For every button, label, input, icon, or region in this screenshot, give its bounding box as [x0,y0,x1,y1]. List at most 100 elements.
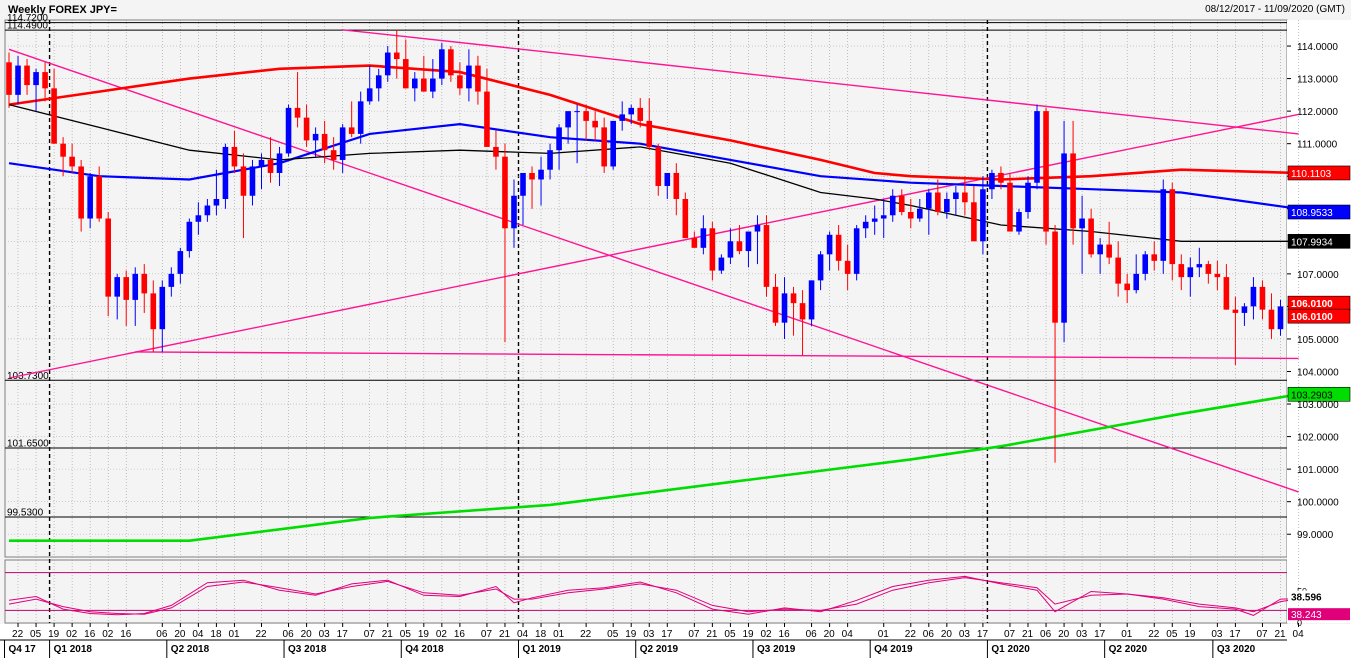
price-marker-label: 110.1103 [1291,169,1332,180]
trendline [8,48,1299,493]
x-tick-label: 19 [742,629,754,640]
candle-up [1196,264,1203,268]
candle-down [646,120,653,147]
x-tick-label: 03 [1076,629,1088,640]
price-marker [1287,165,1351,181]
x-tick-label: 05 [1166,629,1178,640]
x-tick-label: 20 [301,629,313,640]
candle-down [790,293,797,304]
price-marker-label: 106.0100 [1291,312,1333,323]
candle-down [42,72,48,89]
x-tick-label: 19 [1184,629,1196,640]
candle-up [195,215,202,222]
candle-up [944,199,950,213]
trendline [135,351,1299,360]
y-tick-label: 103.0000 [1297,400,1339,411]
x-tick-label: 22 [12,629,24,640]
x-tick-label: 16 [120,629,132,640]
candle-up [339,127,346,160]
candle-down [529,172,535,180]
x-tick-label: 21 [382,629,394,640]
candle-down [421,78,427,92]
candle-up [132,273,139,300]
y-tick-label: 101.0000 [1297,465,1339,476]
candle-down [1115,257,1121,284]
date-range: 08/12/2017 - 11/09/2020 (GMT) [1205,4,1345,15]
x-tick-label: 05 [607,629,619,640]
x-tick-label: 17 [337,629,349,640]
candle-down [1052,231,1058,323]
x-tick-label: 22 [580,629,592,640]
candle-down [402,59,409,89]
time-axis-area [0,624,1351,658]
period-label: Q3 2020 [1217,644,1256,655]
candle-down [1169,189,1176,265]
level-label: 114.4900 [7,21,48,32]
price-marker [1287,234,1351,249]
candle-down [592,120,598,128]
candle-up [114,277,121,297]
candle-down [682,199,689,239]
x-tick-label: 03 [1211,629,1223,640]
candle-down [1043,111,1049,232]
oscillator-line-k [8,575,1299,616]
x-tick-label: 22 [905,629,917,640]
y-tick-label: 113.0000 [1297,75,1338,86]
price-marker-label: 107.9934 [1291,237,1333,248]
x-tick-label: 18 [210,629,222,640]
oscillator-line-d [8,577,1299,615]
candle-down [835,234,842,261]
x-tick-label: 06 [806,629,818,640]
x-tick-label: 19 [48,629,60,640]
candle-down [962,192,968,203]
x-tick-label: 03 [319,629,331,640]
candle-down [231,146,238,167]
candle-down [655,146,662,186]
candle-down [736,241,743,252]
x-tick-label: 21 [1274,629,1286,640]
candle-down [1232,309,1239,313]
candle-up [556,127,562,151]
level-label: 103.7300 [7,371,49,382]
candle-down [294,107,301,118]
candle-down [267,159,274,173]
level-label: 99.5300 [7,507,44,518]
candle-up [33,72,39,86]
candle-up [375,75,382,89]
candle-up [1241,306,1248,313]
chart-title: Weekly FOREX JPY= [8,4,117,16]
candle-down [96,176,102,219]
x-tick-label: 21 [499,629,511,640]
period-label: Q1 2019 [522,644,561,655]
candle-up [1061,153,1067,323]
candle-down [502,156,508,229]
candle-down [393,52,400,60]
candle-up [87,176,93,219]
price-marker [1287,386,1351,402]
candle-down [240,166,247,196]
candle-up [439,49,445,79]
x-tick-label: 06 [283,629,295,640]
x-tick-label: 01 [878,629,890,640]
candle-up [718,257,725,271]
candle-down [1178,264,1185,278]
candle-up [574,111,580,113]
candle-up [727,241,734,258]
x-tick-label: 02 [102,629,114,640]
candle-up [258,159,265,167]
candle-up [312,133,319,141]
candle-up [926,192,932,209]
period-label: Q1 2020 [991,644,1030,655]
x-tick-label: 04 [1293,629,1305,640]
candle-up [781,293,788,323]
candle-down [844,260,851,274]
candle-down [1214,273,1221,278]
candle-down [303,117,310,141]
x-tick-label: 21 [706,629,718,640]
candle-up [1025,182,1031,213]
candle-down [1088,218,1094,255]
oscillator-readout-box [1288,590,1350,603]
period-label: Q3 2019 [757,644,796,655]
candle-down [709,228,716,271]
